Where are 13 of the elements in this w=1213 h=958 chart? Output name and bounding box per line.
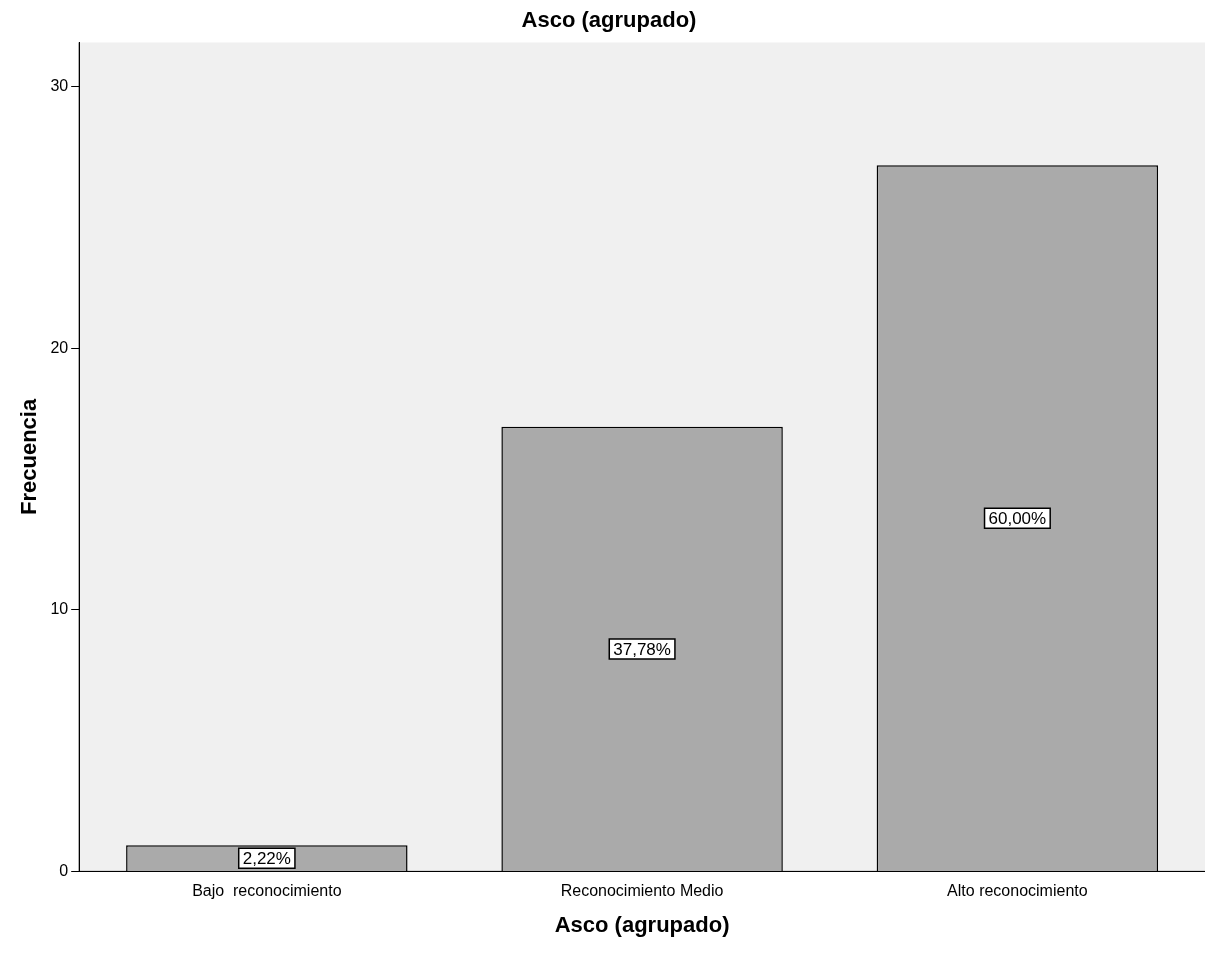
y-tick-label: 10 (50, 600, 69, 618)
annotation: 37,78% (613, 639, 671, 659)
y-tick-label: 0 (59, 861, 69, 879)
y-axis-title: Frecuencia (16, 398, 42, 515)
x-tick-label: Reconocimiento Medio (560, 882, 724, 900)
x-axis-title: Asco (agrupado) (554, 911, 730, 937)
annotation: 60,00% (988, 509, 1047, 529)
x-tick-label: Bajo reconocimiento (192, 882, 342, 900)
x-tick-label: Alto reconocimiento (947, 882, 1088, 900)
y-tick-label: 20 (50, 338, 69, 356)
y-tick-label: 30 (50, 77, 69, 95)
annotation: 2,22% (242, 849, 291, 869)
chart-title: Asco (agrupado) (521, 7, 697, 33)
